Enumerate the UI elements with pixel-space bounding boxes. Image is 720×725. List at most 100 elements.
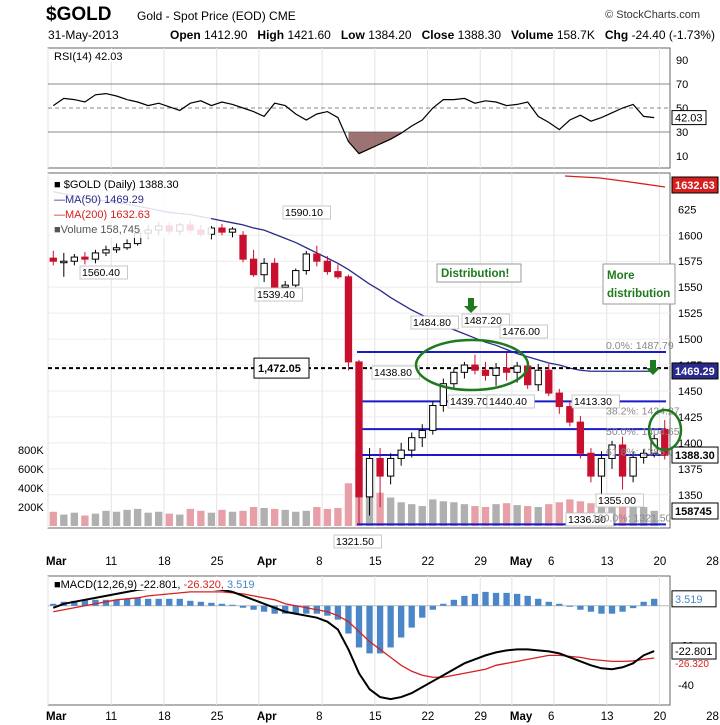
volume-bar (249, 507, 258, 526)
candle-body (292, 270, 300, 286)
candle-body (355, 361, 363, 498)
macd-legend-bg (51, 577, 286, 590)
volume-bar (49, 511, 57, 526)
volume-bar (344, 483, 353, 526)
macd-hist-bar (524, 595, 531, 606)
price-legend-bg (51, 176, 211, 238)
label-1439: 1439.70 (450, 396, 488, 408)
rsi-oversold-fill (348, 132, 402, 154)
macd-hist-bar (482, 591, 489, 606)
macd-hist-bar (566, 605, 574, 607)
volume-bar (523, 506, 532, 526)
x-tick-label: 29 (474, 556, 487, 568)
ohlc-readout: Open 1412.90 High 1421.60 Low 1384.20 Cl… (170, 28, 720, 42)
label-1321-low-bg (333, 534, 382, 549)
label-1539: 1539.40 (257, 289, 295, 301)
candle-body (471, 364, 479, 371)
legend-ma200: —MA(200) 1632.63 (54, 209, 150, 221)
candle-body (608, 444, 616, 459)
callout-distribution-box (436, 263, 522, 283)
candle-body (60, 260, 68, 264)
x-tick-label-bottom: Mar (46, 711, 67, 723)
volume-tick-label: 400K (18, 483, 44, 495)
volume-bar (228, 511, 237, 526)
volume-bar (197, 510, 205, 526)
x-tick-label-bottom: 22 (422, 711, 435, 723)
volume-bar (270, 508, 279, 526)
ma200-line (564, 175, 666, 188)
label-1560-bg (79, 265, 128, 280)
volume-bar (492, 504, 500, 526)
level-1472-box (253, 357, 310, 379)
close-last-value-box (671, 446, 719, 464)
candle-body (123, 243, 131, 249)
volume-bar (545, 504, 553, 526)
label-1539-bg (254, 287, 303, 302)
macd-hist-bar (134, 597, 141, 606)
volume-bar (502, 503, 511, 526)
x-tick-label: 15 (369, 556, 382, 568)
macd-hist-bar (619, 605, 626, 612)
macd-hist-bar (513, 593, 521, 606)
price-tick-label: 1575 (678, 256, 702, 268)
rsi-last-value: 42.03 (675, 113, 703, 125)
macd-hist-bar (250, 605, 257, 610)
volume-bar (460, 504, 469, 526)
volume-bar (513, 505, 521, 526)
volume-bar (471, 506, 479, 526)
label-1413: 1413.30 (574, 396, 612, 408)
x-tick-label: May (510, 556, 533, 568)
close-last-value: 1388.30 (675, 450, 715, 462)
macd-hist-bar (144, 598, 152, 606)
x-tick-label-bottom: 20 (653, 711, 666, 723)
candle-body (534, 369, 542, 386)
macd-hist-bar (218, 603, 226, 606)
macd-hist-bar (271, 605, 278, 614)
volume-bar (302, 510, 310, 526)
volume-bar (165, 513, 173, 526)
volume-bar (408, 504, 416, 526)
price-tick-label: 1600 (678, 230, 702, 242)
rsi-line (52, 92, 655, 155)
macd-hist-bar (651, 598, 658, 606)
macd-hist-bar (113, 599, 120, 606)
macd-hist-bar (176, 598, 183, 606)
macd-hist-bar (81, 599, 89, 606)
x-axis: Mar Mar 11 11 18 18 25 25 Apr Apr 8 8 15 15 22 22 29 29 Ma… (46, 556, 719, 723)
volume-bar (218, 509, 226, 526)
macd-hist-bar (408, 605, 415, 628)
candle-body (70, 256, 79, 262)
price-tick-label: 1450 (678, 386, 702, 398)
macd-legend-hist: 3.519 (227, 579, 255, 591)
macd-hist-bar (492, 592, 500, 606)
candle-body (629, 456, 637, 477)
volume-bar (618, 504, 627, 526)
volume-bar (155, 511, 163, 526)
macd-last: -22.801 (675, 646, 712, 658)
macd-hist-bar (640, 601, 647, 606)
macd-hist-bar (535, 598, 542, 606)
volume-bar (260, 507, 268, 526)
macd-hist-bar (123, 598, 131, 606)
macd-hist-bar (239, 605, 247, 608)
x-tick-label: 20 (653, 556, 666, 568)
label-1336-bg (565, 512, 614, 527)
candle-body (429, 405, 437, 431)
level-1472-label: 1,472.05 (258, 363, 301, 375)
fib-label: 100.0%: 1321.50 (592, 512, 672, 524)
chart-date: 31-May-2013 (48, 28, 119, 42)
volume-bar (397, 502, 405, 526)
x-tick-label-bottom: 8 (316, 711, 322, 723)
ma200-last-value-box (671, 176, 719, 194)
volume-bar (144, 512, 152, 526)
macd-legend: ■MACD(12,26,9) -22.801, -26.320, 3.519 (54, 579, 255, 591)
x-tick-label: 6 (548, 556, 554, 568)
callout-more-2: distribution (607, 288, 670, 300)
macd-hist-bar (440, 603, 447, 606)
macd-hist-bar (303, 605, 310, 614)
x-tick-label-bottom: 18 (158, 711, 171, 723)
candle-body (450, 371, 458, 385)
volume-bar (555, 502, 563, 526)
callout-distribution: Distribution! (441, 268, 509, 280)
